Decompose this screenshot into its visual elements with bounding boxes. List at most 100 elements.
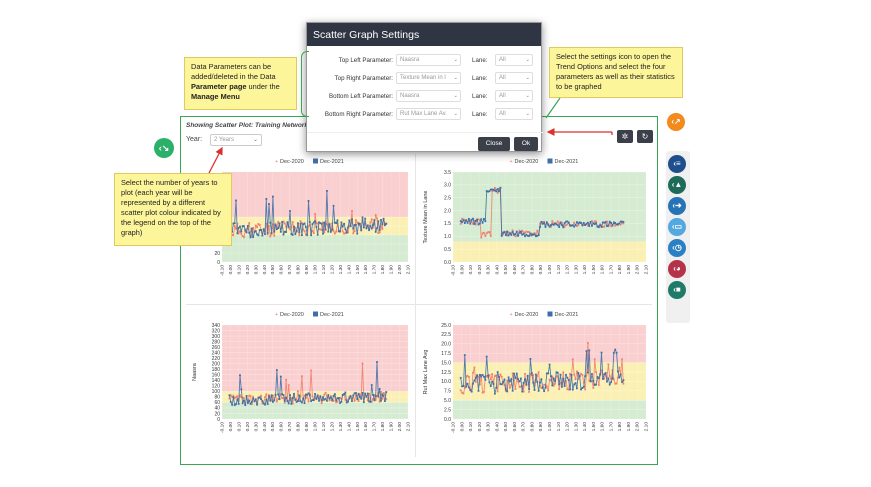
parameter-select-bottom-right[interactable]: Rut Max Lane Av. ⌄: [396, 108, 461, 120]
x-tick-label: 0.50: [270, 422, 276, 432]
parameter-select-top-right[interactable]: Texture Mean in l ⌄: [396, 72, 461, 84]
scatter-point: [536, 234, 539, 237]
truck-icon[interactable]: ‹■: [668, 281, 686, 299]
scatter-point: [299, 220, 302, 223]
vehicle-icon[interactable]: ‹➜: [668, 197, 686, 215]
scatter-point: [470, 390, 473, 393]
scatter-point: [329, 396, 332, 399]
scatter-point: [370, 218, 373, 221]
lane-select-bottom-left[interactable]: All ⌄: [495, 90, 533, 102]
scatter-point: [294, 233, 297, 235]
scatter-point: [596, 225, 599, 228]
scatter-point: [240, 396, 243, 399]
refresh-button[interactable]: ↻: [637, 130, 653, 143]
parameter-select-top-left[interactable]: Naasra ⌄: [396, 54, 461, 66]
scatter-point: [315, 397, 318, 400]
back-chart-icon[interactable]: ‹↘: [154, 138, 174, 158]
scatter-point: [469, 389, 472, 392]
scatter-point: [495, 374, 498, 377]
legend-marker-2021: [547, 158, 553, 164]
scatter-point: [252, 236, 255, 239]
scatter-point: [262, 402, 265, 405]
scatter-point: [621, 221, 623, 224]
scatter-point: [264, 403, 266, 406]
scatter-point: [336, 400, 339, 403]
pie-icon[interactable]: ‹◕: [668, 260, 686, 278]
scatter-point: [279, 375, 282, 378]
scatter-point: [459, 376, 462, 379]
scatter-point: [504, 390, 507, 392]
scatter-point: [548, 225, 551, 228]
clock-icon[interactable]: ‹◷: [668, 239, 686, 257]
scatter-point: [554, 382, 556, 385]
scatter-point: [295, 230, 298, 232]
scatter-point: [235, 403, 237, 406]
chat-icon[interactable]: ‹▭: [668, 218, 686, 236]
scatter-point: [231, 403, 233, 406]
scatter-point: [260, 229, 262, 231]
scatter-point: [459, 222, 462, 225]
list-icon[interactable]: ‹≡: [668, 155, 686, 173]
scatter-point: [331, 399, 334, 401]
x-tick-label: 0.10: [236, 265, 242, 275]
scatter-point: [360, 229, 363, 232]
scatter-point: [525, 383, 528, 386]
legend-label-2020: Dec-2020: [280, 159, 304, 165]
x-tick-label: 2.10: [644, 422, 650, 432]
parameter-select-bottom-left[interactable]: Naasra ⌄: [396, 90, 461, 102]
ok-button[interactable]: Ok: [514, 137, 538, 151]
scatter-point: [382, 217, 385, 220]
trend-icon[interactable]: ‹↗: [667, 113, 685, 131]
scatter-point: [550, 224, 552, 226]
scatter-point: [485, 375, 488, 377]
x-tick-label: 1.70: [372, 265, 378, 275]
road-icon[interactable]: ‹▲: [668, 176, 686, 194]
scatter-point: [528, 235, 530, 237]
callout-data-parameters: Data Parameters can be added/deleted in …: [184, 57, 297, 110]
scatter-point: [484, 378, 487, 381]
lane-select-top-left[interactable]: All ⌄: [495, 54, 533, 66]
scatter-plot-panel: Showing Scatter Plot: Training Network, …: [180, 116, 658, 465]
scatter-point: [595, 222, 597, 225]
scatter-point: [567, 388, 570, 391]
close-button[interactable]: Close: [478, 137, 510, 151]
scatter-point: [540, 387, 543, 389]
scatter-point: [556, 220, 559, 223]
scatter-point: [235, 199, 237, 202]
scatter-point: [622, 221, 625, 223]
scatter-point: [478, 374, 481, 376]
scatter-point: [349, 222, 352, 225]
year-select[interactable]: 2 Years ⌄: [210, 134, 262, 146]
x-tick-label: 2.10: [644, 265, 650, 275]
scatter-point: [361, 216, 364, 219]
scatter-point: [298, 400, 301, 403]
scatter-point: [290, 233, 293, 236]
scatter-point: [539, 384, 541, 387]
scatter-point: [578, 375, 581, 377]
scatter-point: [362, 401, 365, 404]
scatter-point: [514, 377, 517, 379]
scatter-point: [610, 222, 612, 224]
x-tick-label: 1.00: [313, 265, 319, 275]
scatter-point: [244, 229, 247, 232]
chart-legend: + Dec-2020 Dec-2021: [275, 158, 344, 165]
scatter-point: [463, 219, 466, 222]
x-tick-label: 1.90: [389, 422, 395, 432]
scatter-point: [618, 366, 621, 369]
scatter-point: [311, 223, 314, 225]
y-tick-label: 0: [217, 417, 220, 423]
scatter-point: [588, 349, 591, 352]
settings-button[interactable]: ✲: [617, 130, 633, 143]
scatter-point: [244, 230, 247, 233]
scatter-point: [478, 219, 481, 222]
scatter-point: [365, 395, 368, 398]
lane-select-bottom-right[interactable]: All ⌄: [495, 108, 533, 120]
scatter-point: [348, 395, 351, 398]
scatter-point: [249, 395, 252, 397]
scatter-point: [357, 222, 360, 225]
scatter-point: [376, 227, 378, 230]
lane-select-top-right[interactable]: All ⌄: [495, 72, 533, 84]
scatter-point: [608, 375, 611, 377]
scatter-point: [521, 233, 524, 236]
scatter-point: [275, 369, 278, 371]
